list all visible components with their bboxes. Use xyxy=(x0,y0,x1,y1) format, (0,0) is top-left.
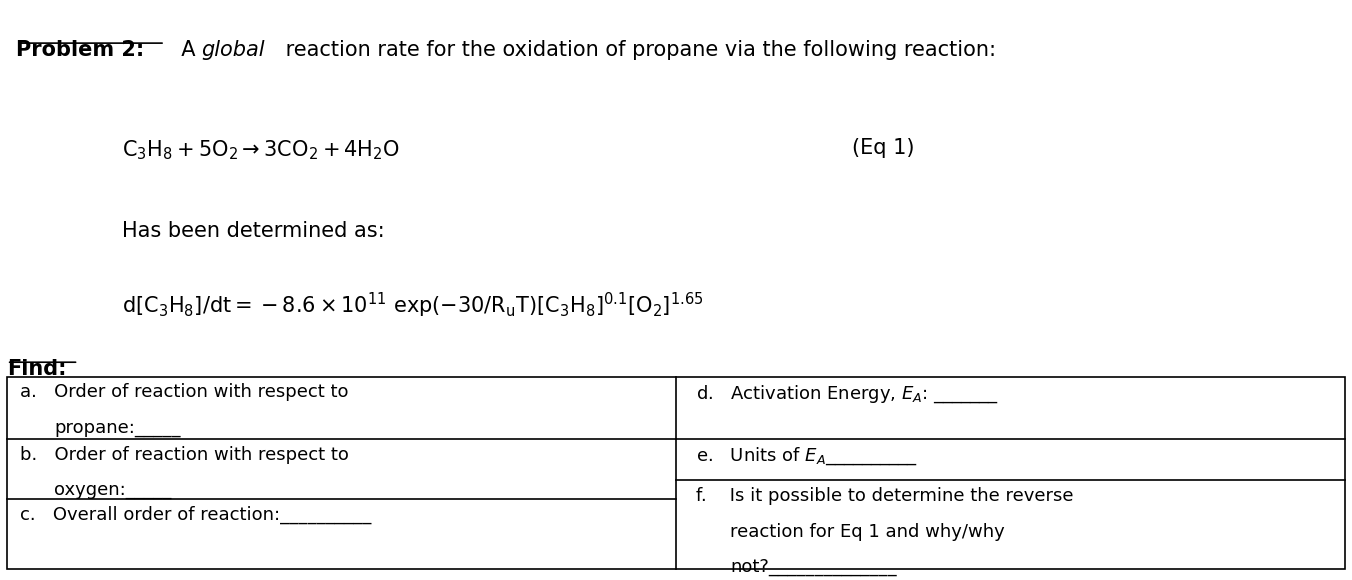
Text: (Eq 1): (Eq 1) xyxy=(852,138,914,158)
Text: propane:_____: propane:_____ xyxy=(54,419,181,437)
Text: e.   Units of $E_A$__________: e. Units of $E_A$__________ xyxy=(696,445,918,467)
Text: a.   Order of reaction with respect to: a. Order of reaction with respect to xyxy=(20,383,349,401)
Text: reaction rate for the oxidation of propane via the following reaction:: reaction rate for the oxidation of propa… xyxy=(279,40,995,60)
Text: f.    Is it possible to determine the reverse: f. Is it possible to determine the rever… xyxy=(696,487,1073,505)
Text: b.   Order of reaction with respect to: b. Order of reaction with respect to xyxy=(20,445,349,463)
Text: Problem 2:: Problem 2: xyxy=(16,40,145,60)
Text: not?______________: not?______________ xyxy=(730,559,896,577)
Text: $\mathrm{d[C_3H_8]/dt = -8.6 \times 10^{11}\ exp(-30/R_uT)[C_3H_8]^{0.1}[O_2]^{1: $\mathrm{d[C_3H_8]/dt = -8.6 \times 10^{… xyxy=(122,291,703,320)
Text: $\mathrm{C_3H_8 + 5O_2 \rightarrow 3CO_2 + 4H_2O}$: $\mathrm{C_3H_8 + 5O_2 \rightarrow 3CO_2… xyxy=(122,138,400,162)
Text: reaction for Eq 1 and why/why: reaction for Eq 1 and why/why xyxy=(730,523,1005,541)
Text: A: A xyxy=(168,40,201,60)
Text: c.   Overall order of reaction:__________: c. Overall order of reaction:__________ xyxy=(20,506,372,524)
Text: global: global xyxy=(201,40,265,60)
Bar xyxy=(7,376,1345,569)
Text: oxygen:_____: oxygen:_____ xyxy=(54,481,172,499)
Text: Has been determined as:: Has been determined as: xyxy=(122,222,384,241)
Text: d.   Activation Energy, $E_{A}$: _______: d. Activation Energy, $E_{A}$: _______ xyxy=(696,383,999,405)
Text: Find:: Find: xyxy=(7,360,66,379)
